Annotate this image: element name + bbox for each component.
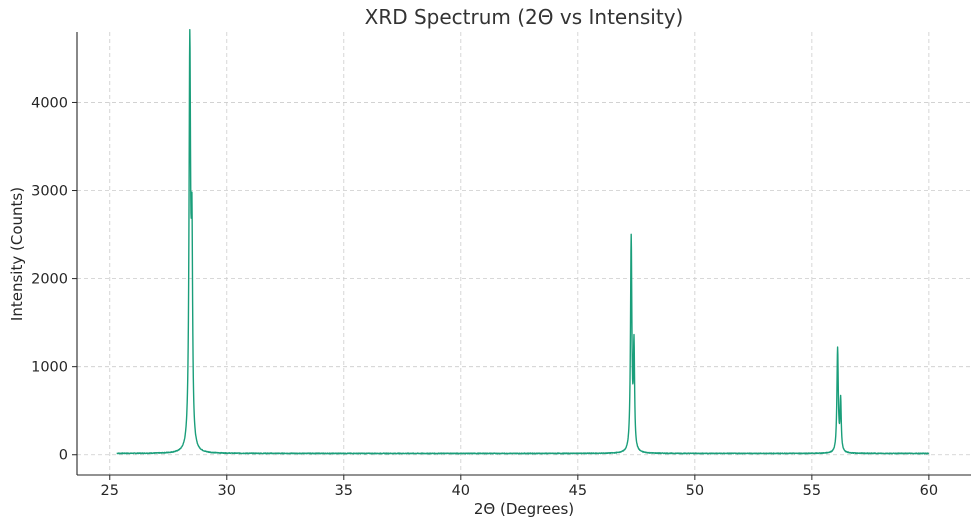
x-axis-label: 2Θ (Degrees) bbox=[474, 500, 574, 518]
y-tick-label: 2000 bbox=[31, 272, 68, 288]
y-axis-label: Intensity (Counts) bbox=[8, 187, 26, 321]
grid bbox=[77, 32, 971, 475]
series-layer bbox=[116, 28, 930, 455]
x-tick-label: 40 bbox=[452, 483, 470, 499]
x-tick-label: 50 bbox=[686, 483, 704, 499]
x-tick-label: 30 bbox=[218, 483, 236, 499]
tick-labels: 25 30 35 40 45 50 55 60 0 1000 2000 3000 4000 bbox=[31, 95, 938, 499]
chart-title: XRD Spectrum (2Θ vs Intensity) bbox=[365, 5, 684, 29]
axes bbox=[72, 32, 971, 480]
x-tick-label: 55 bbox=[803, 483, 821, 499]
x-tick-label: 35 bbox=[335, 483, 353, 499]
y-tick-label: 1000 bbox=[31, 360, 68, 376]
y-tick-label: 3000 bbox=[31, 184, 68, 200]
x-tick-label: 60 bbox=[920, 483, 938, 499]
y-tick-label: 0 bbox=[59, 448, 68, 464]
x-tick-label: 45 bbox=[569, 483, 587, 499]
intensity-series-line bbox=[116, 28, 930, 455]
x-tick-label: 25 bbox=[101, 483, 119, 499]
y-tick-label: 4000 bbox=[31, 95, 68, 111]
